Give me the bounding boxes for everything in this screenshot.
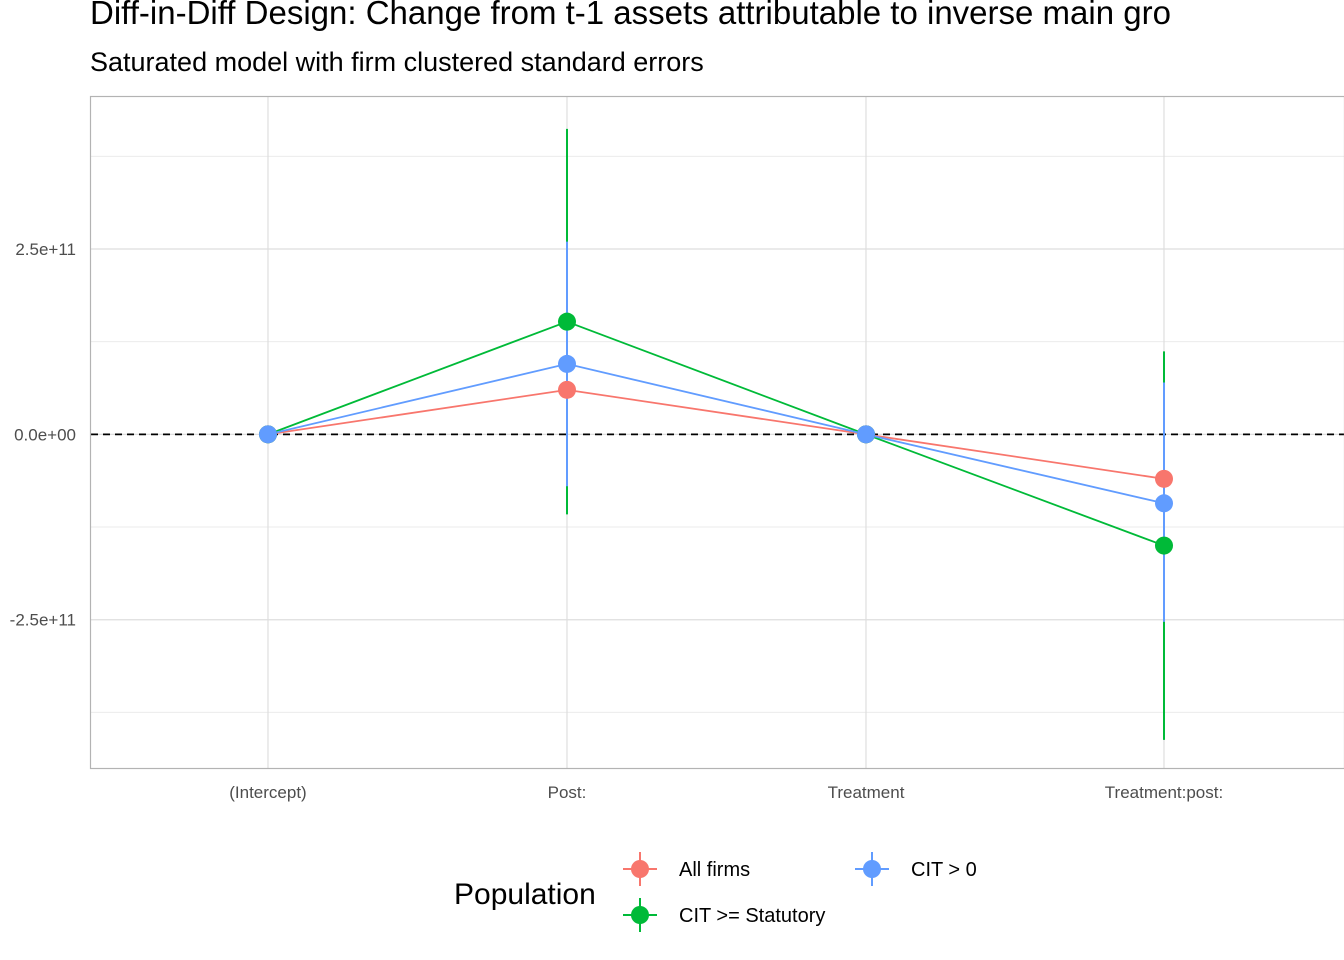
legend-key-point-0 xyxy=(631,860,649,878)
data-point-0-1 xyxy=(558,380,576,399)
legend-label-2: CIT >= Statutory xyxy=(679,905,825,927)
data-point-1-3 xyxy=(1155,536,1173,555)
y-tick-label-2: -2.5e+11 xyxy=(10,611,76,630)
data-point-0-3 xyxy=(1155,469,1173,488)
legend-key-point-1 xyxy=(863,860,881,878)
legend-label-1: CIT > 0 xyxy=(911,859,977,881)
chart-subtitle: Saturated model with firm clustered stan… xyxy=(90,47,704,77)
data-points xyxy=(259,312,1173,555)
x-tick-label-1: Post: xyxy=(548,783,587,802)
legend-title: Population xyxy=(454,878,596,911)
data-point-2-3 xyxy=(1155,494,1173,513)
data-point-2-1 xyxy=(558,354,576,373)
data-point-2-2 xyxy=(857,425,875,444)
x-tick-label-3: Treatment:post: xyxy=(1105,783,1223,802)
x-tick-label-0: (Intercept) xyxy=(229,783,306,802)
series-line-2 xyxy=(267,362,1165,505)
panel-border xyxy=(89,95,1344,770)
y-tick-label-0: 2.5e+11 xyxy=(15,240,76,259)
legend-label-0: All firms xyxy=(679,859,750,881)
legend-key-point-2 xyxy=(631,906,649,924)
series-line-1 xyxy=(267,320,1165,547)
series-lines xyxy=(267,320,1165,547)
data-point-2-0 xyxy=(259,425,277,444)
series-line-0 xyxy=(267,388,1165,480)
x-tick-label-2: Treatment xyxy=(828,783,905,802)
x-axis-tick-labels: (Intercept) Post: Treatment Treatment:post: xyxy=(229,783,1223,802)
chart-title: Diff-in-Diff Design: Change from t-1 ass… xyxy=(90,0,1171,31)
data-point-1-1 xyxy=(558,312,576,331)
y-tick-label-1: 0.0e+00 xyxy=(14,425,76,444)
y-axis-tick-labels: 2.5e+11 0.0e+00 -2.5e+11 xyxy=(10,240,76,630)
legend: Population All firms CIT > 0 CIT >= Statut… xyxy=(454,852,977,932)
